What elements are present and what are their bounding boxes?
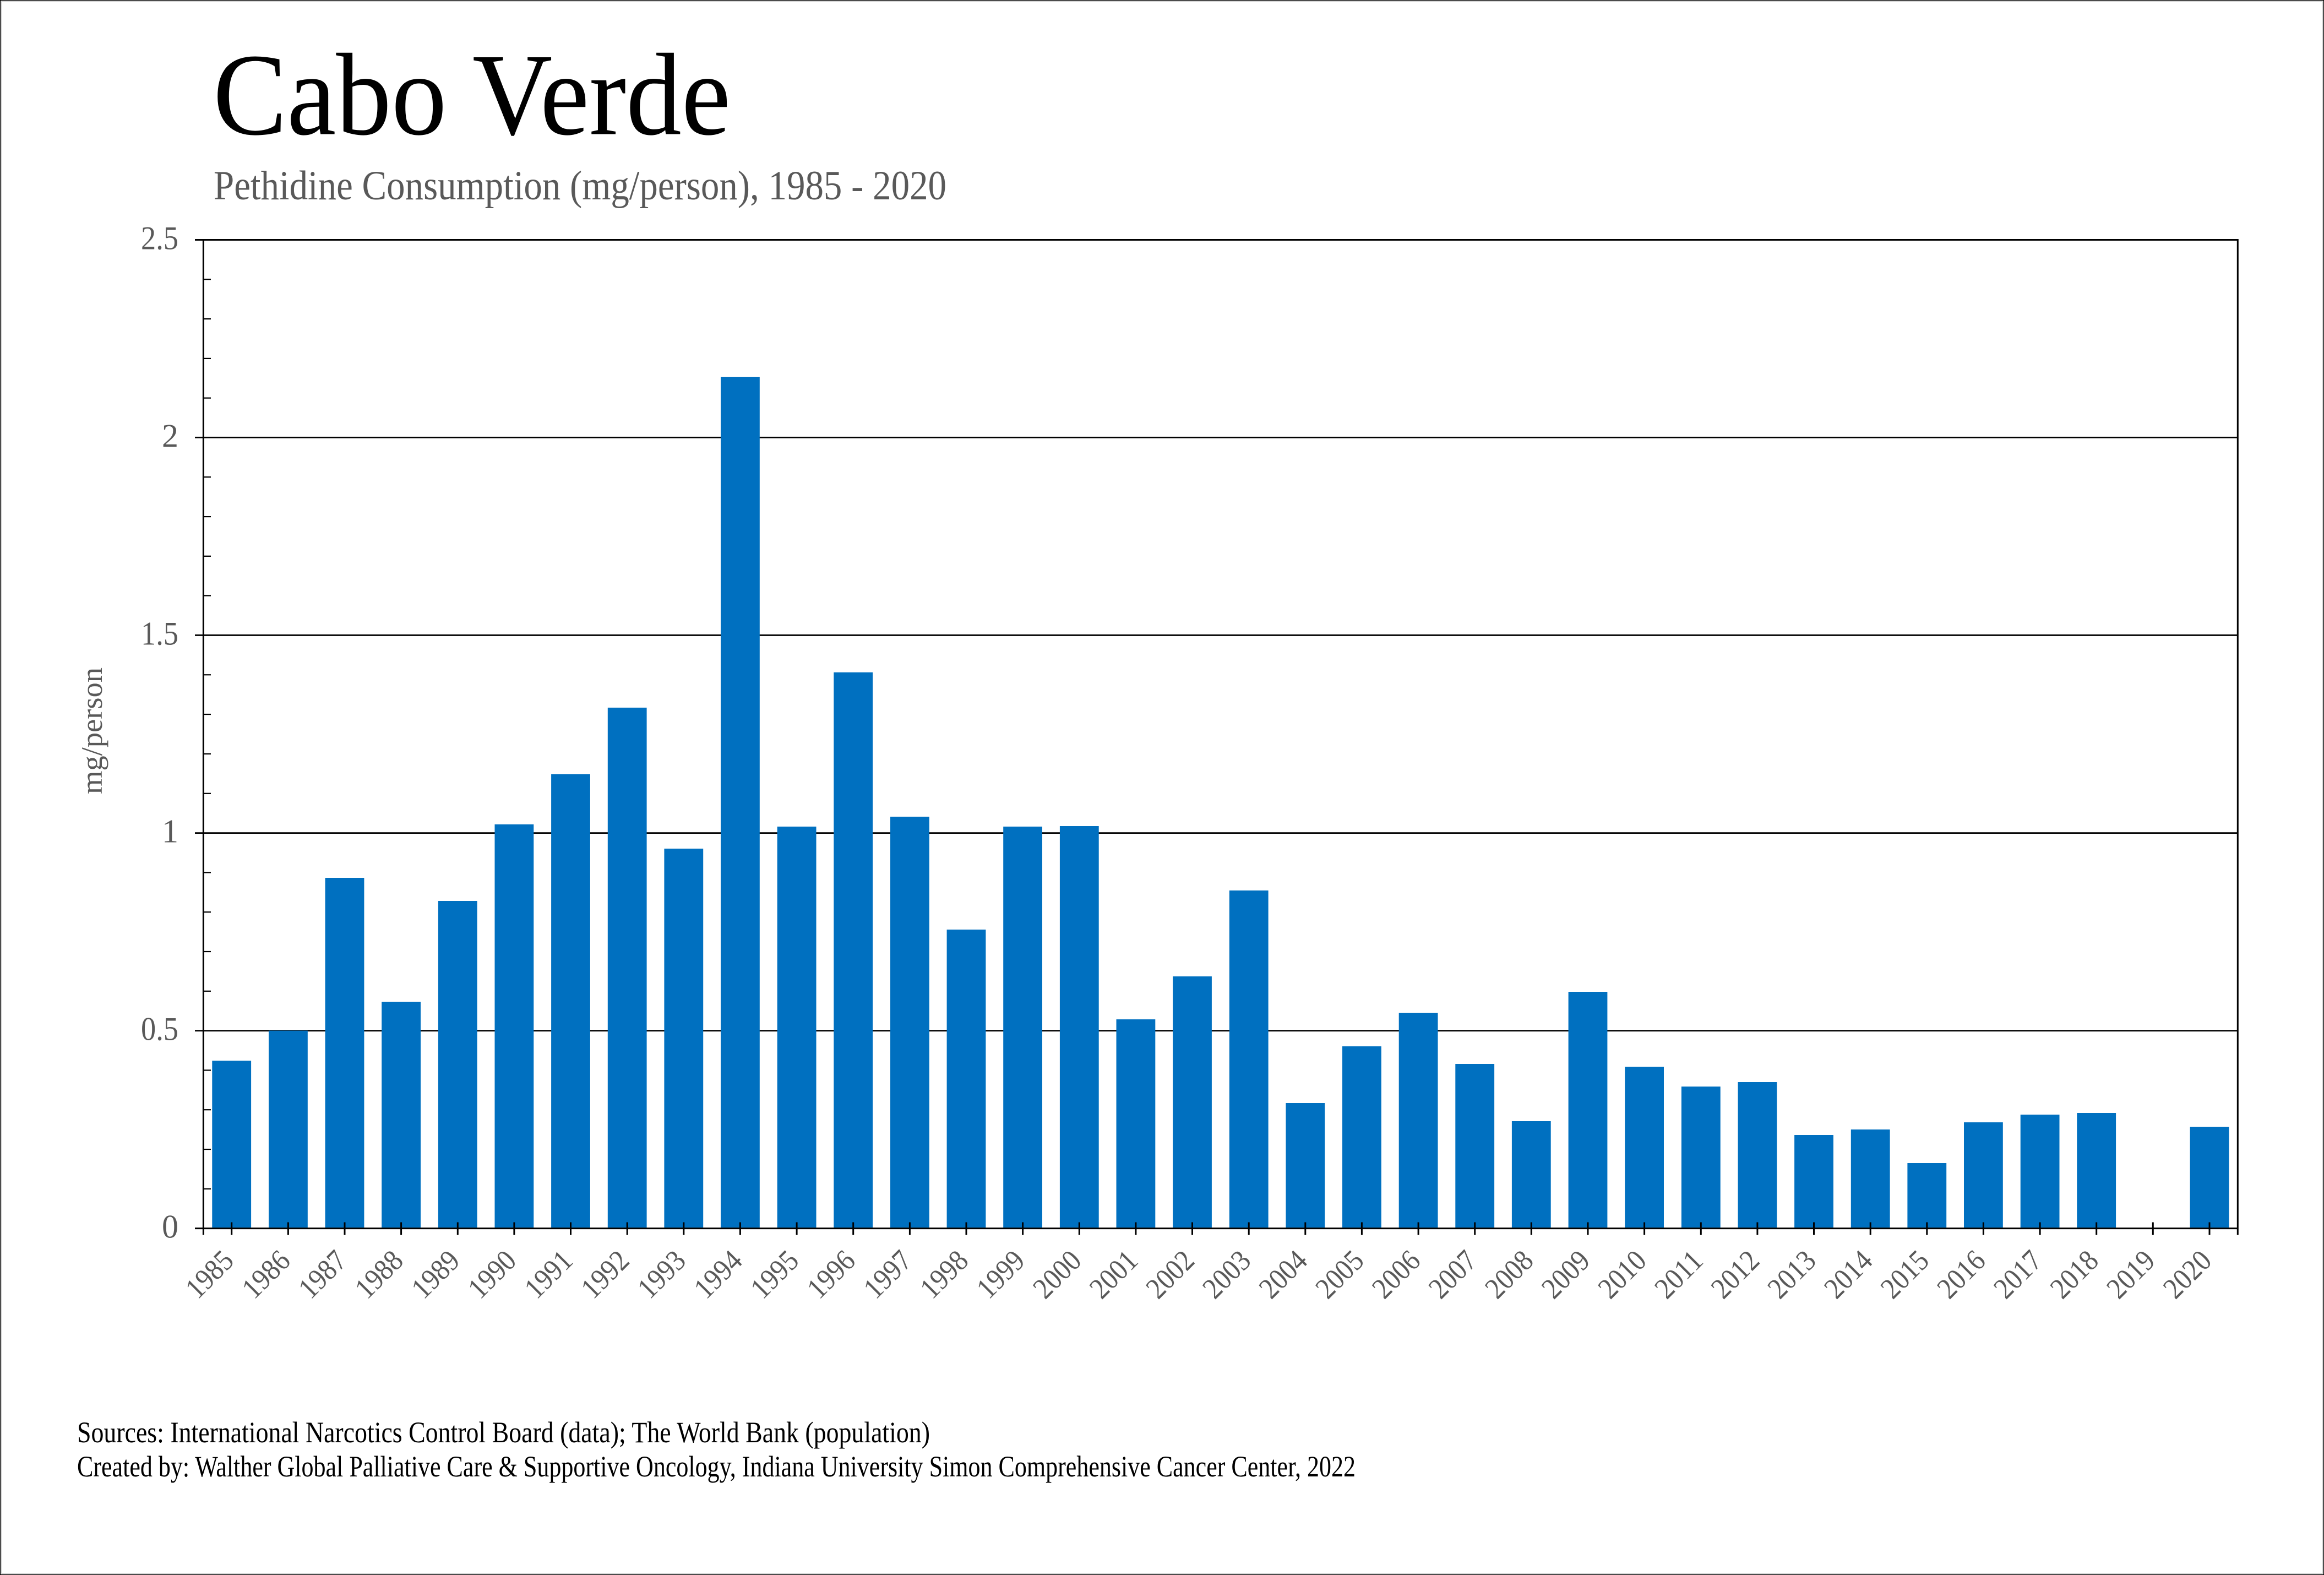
svg-text:Sources: International Narcoti: Sources: International Narcotics Control… [77, 1416, 930, 1449]
svg-text:Cabo Verde: Cabo Verde [213, 30, 731, 160]
svg-text:Pethidine Consumption (mg/pers: Pethidine Consumption (mg/person), 1985 … [214, 163, 946, 209]
svg-text:1.5: 1.5 [141, 616, 178, 652]
svg-text:0.5: 0.5 [141, 1011, 178, 1047]
svg-text:mg/person: mg/person [75, 667, 108, 794]
svg-text:2: 2 [162, 418, 178, 454]
svg-text:2.5: 2.5 [141, 220, 178, 257]
svg-text:1: 1 [162, 813, 178, 850]
svg-text:0: 0 [162, 1209, 178, 1245]
svg-text:Created by: Walther Global Pal: Created by: Walther Global Palliative Ca… [77, 1450, 1356, 1483]
